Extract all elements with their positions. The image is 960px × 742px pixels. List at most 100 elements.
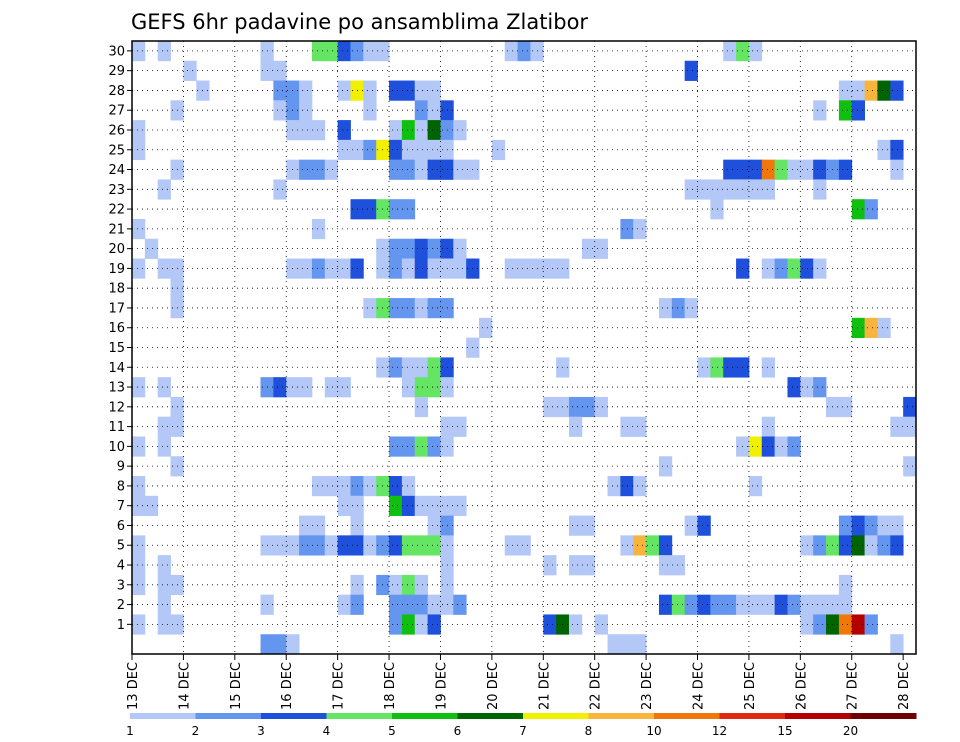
heatmap-cell bbox=[710, 594, 724, 615]
heatmap-cell bbox=[813, 614, 827, 635]
heatmap-cell bbox=[401, 357, 416, 378]
heatmap-cell bbox=[299, 377, 313, 398]
heatmap-cell bbox=[427, 159, 441, 180]
heatmap-cell bbox=[414, 238, 428, 259]
heatmap-cell bbox=[581, 238, 596, 259]
y-tick-label: 23 bbox=[108, 183, 125, 198]
heatmap-cell bbox=[761, 159, 776, 180]
heatmap-cell bbox=[132, 41, 146, 62]
heatmap-cell bbox=[427, 357, 441, 378]
x-tick-label: 22 DEC bbox=[589, 662, 604, 710]
heatmap-cell bbox=[748, 594, 763, 615]
heatmap-cell bbox=[504, 535, 518, 556]
y-tick-label: 2 bbox=[117, 598, 125, 613]
y-tick-label: 6 bbox=[117, 519, 125, 534]
y-tick-label: 5 bbox=[117, 539, 125, 554]
heatmap-cell bbox=[401, 199, 416, 220]
legend-swatch bbox=[719, 713, 786, 719]
heatmap-cell bbox=[311, 258, 326, 279]
heatmap-cell bbox=[774, 159, 788, 180]
heatmap-cell bbox=[132, 535, 146, 556]
heatmap-cell bbox=[453, 594, 467, 615]
legend-swatch bbox=[392, 713, 458, 719]
x-tick-label: 17 DEC bbox=[332, 662, 347, 710]
heatmap-cell bbox=[838, 396, 853, 418]
heatmap-cell bbox=[761, 179, 776, 200]
heatmap-cell bbox=[761, 436, 776, 457]
y-tick-label: 4 bbox=[117, 559, 125, 574]
heatmap-cell bbox=[594, 614, 608, 635]
heatmap-cell bbox=[594, 238, 608, 259]
heatmap-cell bbox=[183, 60, 197, 81]
heatmap-cell bbox=[787, 159, 801, 180]
heatmap-cell bbox=[389, 238, 403, 259]
heatmap-cell bbox=[299, 120, 313, 141]
heatmap-cell bbox=[157, 574, 171, 596]
heatmap-cell bbox=[144, 495, 159, 516]
heatmap-cell bbox=[273, 535, 287, 556]
heatmap-cell bbox=[414, 120, 428, 141]
heatmap-cell bbox=[877, 139, 891, 161]
legend-swatch bbox=[130, 713, 196, 719]
heatmap-cell bbox=[299, 535, 313, 556]
y-tick-label: 21 bbox=[108, 222, 125, 237]
heatmap-cell bbox=[299, 159, 313, 180]
heatmap-cell bbox=[851, 535, 865, 556]
heatmap-cell bbox=[337, 594, 351, 615]
heatmap-cell bbox=[157, 416, 171, 437]
heatmap-cell bbox=[414, 535, 428, 556]
x-tick-label: 13 DEC bbox=[126, 662, 141, 710]
legend-label: 2 bbox=[192, 724, 200, 738]
heatmap-cell bbox=[157, 436, 171, 457]
heatmap-cell bbox=[453, 120, 467, 141]
heatmap-cell bbox=[813, 377, 827, 398]
heatmap-cell bbox=[414, 159, 428, 180]
heatmap-cell bbox=[864, 515, 878, 536]
y-tick-label: 19 bbox=[108, 262, 125, 277]
heatmap-cell bbox=[389, 199, 403, 220]
heatmap-cell bbox=[877, 80, 891, 101]
heatmap-cell bbox=[568, 515, 583, 536]
heatmap-cell bbox=[157, 555, 171, 576]
x-axis-ticks: 13 DEC 14 DEC 15 DEC 16 DEC 17 DEC 18 DEC 19 D… bbox=[126, 654, 912, 710]
heatmap-cell bbox=[311, 120, 326, 141]
heatmap-cell bbox=[723, 357, 737, 378]
heatmap-cell bbox=[800, 159, 814, 180]
heatmap-cell bbox=[504, 41, 518, 62]
y-tick-label: 1 bbox=[117, 618, 125, 633]
legend-swatch bbox=[850, 713, 917, 719]
y-tick-label: 15 bbox=[108, 341, 125, 356]
heatmap-cell bbox=[389, 594, 403, 615]
heatmap-cell bbox=[633, 535, 647, 556]
heatmap-cell bbox=[389, 80, 403, 101]
heatmap-cell bbox=[697, 357, 711, 378]
y-tick-label: 14 bbox=[108, 361, 125, 376]
heatmap-cell bbox=[787, 436, 801, 457]
heatmap-cell bbox=[903, 396, 917, 418]
y-tick-label: 28 bbox=[108, 84, 125, 99]
heatmap-cell bbox=[453, 258, 467, 279]
heatmap-cell bbox=[427, 495, 441, 516]
heatmap-cell bbox=[337, 41, 351, 62]
heatmap-cell bbox=[851, 100, 865, 121]
heatmap-cell bbox=[864, 614, 878, 635]
heatmap-cell bbox=[389, 298, 403, 319]
heatmap-cell bbox=[132, 476, 146, 497]
heatmap-cell bbox=[864, 317, 878, 339]
heatmap-cell bbox=[401, 574, 416, 596]
heatmap-cell bbox=[132, 614, 146, 635]
heatmap-cell bbox=[427, 594, 441, 615]
heatmap-cell bbox=[684, 179, 698, 200]
heatmap-cell bbox=[132, 218, 146, 240]
heatmap-cell bbox=[414, 574, 428, 596]
heatmap-cell bbox=[658, 555, 673, 576]
y-tick-label: 29 bbox=[108, 64, 125, 79]
heatmap-cell bbox=[774, 436, 788, 457]
heatmap-cell bbox=[401, 159, 416, 180]
heatmap-cell bbox=[157, 377, 171, 398]
y-tick-label: 9 bbox=[117, 460, 125, 475]
heatmap-cell bbox=[851, 80, 865, 101]
heatmap-cell bbox=[838, 159, 853, 180]
heatmap-cell bbox=[414, 80, 428, 101]
heatmap-cell bbox=[581, 396, 596, 418]
